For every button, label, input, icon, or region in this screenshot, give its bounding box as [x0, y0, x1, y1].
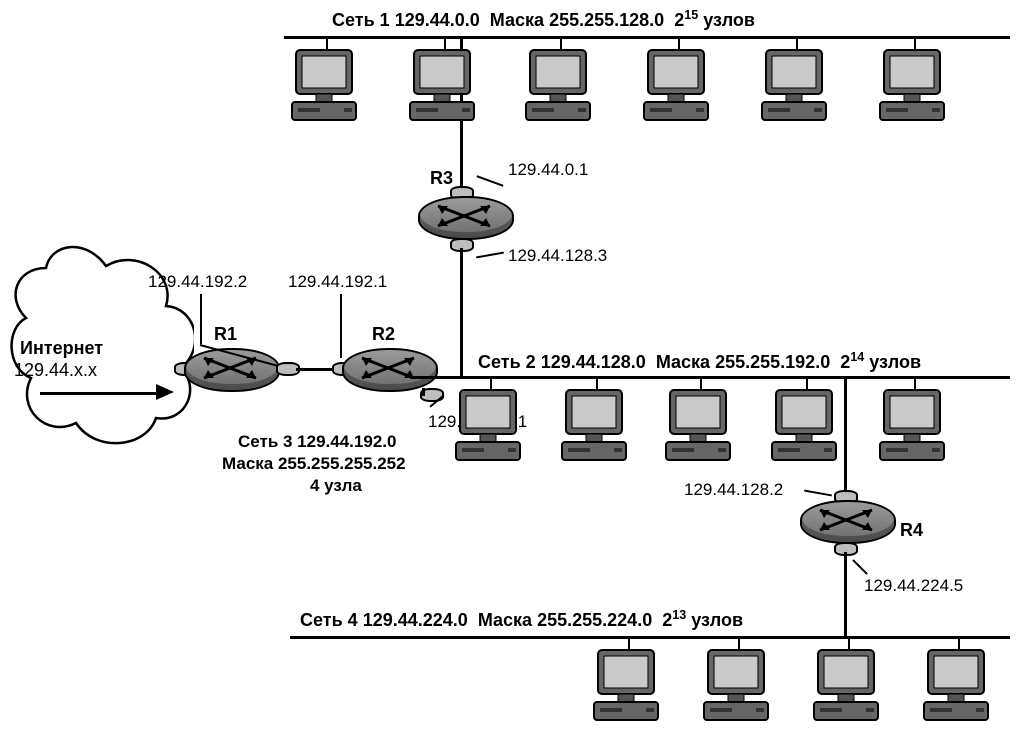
router-r1	[184, 348, 276, 394]
router-r4-label: R4	[900, 520, 923, 541]
net3-line3: 4 узла	[310, 476, 362, 496]
net1-bus	[284, 36, 1010, 39]
cloud-label-2: 129.44.x.x	[14, 360, 97, 381]
leader-line	[200, 294, 202, 344]
computer-icon	[700, 648, 778, 726]
leader-line	[477, 175, 504, 186]
router-arrows-icon	[800, 500, 892, 540]
computer-icon	[558, 388, 636, 466]
computer-icon	[768, 388, 846, 466]
net4-bus	[290, 636, 1010, 639]
computer-icon	[640, 48, 718, 126]
net2-bus	[410, 376, 1010, 379]
link-r4-net4	[844, 552, 847, 636]
router-r1-label: R1	[214, 324, 237, 345]
leader-line	[852, 559, 868, 575]
net1-title: Сеть 1 129.44.0.0 Маска 255.255.128.0 21…	[332, 8, 755, 31]
computer-icon	[876, 388, 954, 466]
ip-r3-bottom: 129.44.128.3	[508, 246, 607, 266]
net3-line1: Сеть 3 129.44.192.0	[238, 432, 396, 452]
computer-icon	[662, 388, 740, 466]
computer-icon	[452, 388, 530, 466]
net4-title: Сеть 4 129.44.224.0 Маска 255.255.224.0 …	[300, 608, 743, 631]
net3-line2: Маска 255.255.255.252	[222, 454, 406, 474]
arrowhead-icon	[156, 384, 174, 400]
router-arrows-icon	[342, 348, 434, 388]
router-arrows-icon	[418, 196, 510, 236]
ip-r3-top: 129.44.0.1	[508, 160, 588, 180]
computer-icon	[876, 48, 954, 126]
leader-line	[804, 490, 832, 497]
cloud-label-1: Интернет	[20, 338, 103, 359]
link-cloud-r1	[40, 392, 160, 395]
ip-r1-right: 129.44.192.2	[148, 272, 247, 292]
ip-r2-left: 129.44.192.1	[288, 272, 387, 292]
leader-line	[340, 294, 342, 358]
ip-r4-top: 129.44.128.2	[684, 480, 783, 500]
computer-icon	[288, 48, 366, 126]
router-r2-label: R2	[372, 324, 395, 345]
computer-icon	[920, 648, 998, 726]
link-r3-net2	[460, 248, 463, 376]
net2-title: Сеть 2 129.44.128.0 Маска 255.255.192.0 …	[478, 350, 921, 373]
network-diagram: { "diagram": { "type": "network", "canva…	[0, 0, 1020, 743]
router-r3	[418, 196, 510, 242]
computer-icon	[758, 48, 836, 126]
computer-icon	[590, 648, 668, 726]
computer-icon	[406, 48, 484, 126]
ip-r4-bottom: 129.44.224.5	[864, 576, 963, 596]
router-r4	[800, 500, 892, 546]
leader-line	[422, 388, 425, 396]
leader-line	[476, 252, 504, 259]
computer-icon	[810, 648, 888, 726]
router-r2	[342, 348, 434, 394]
router-r3-label: R3	[430, 168, 453, 189]
computer-icon	[522, 48, 600, 126]
